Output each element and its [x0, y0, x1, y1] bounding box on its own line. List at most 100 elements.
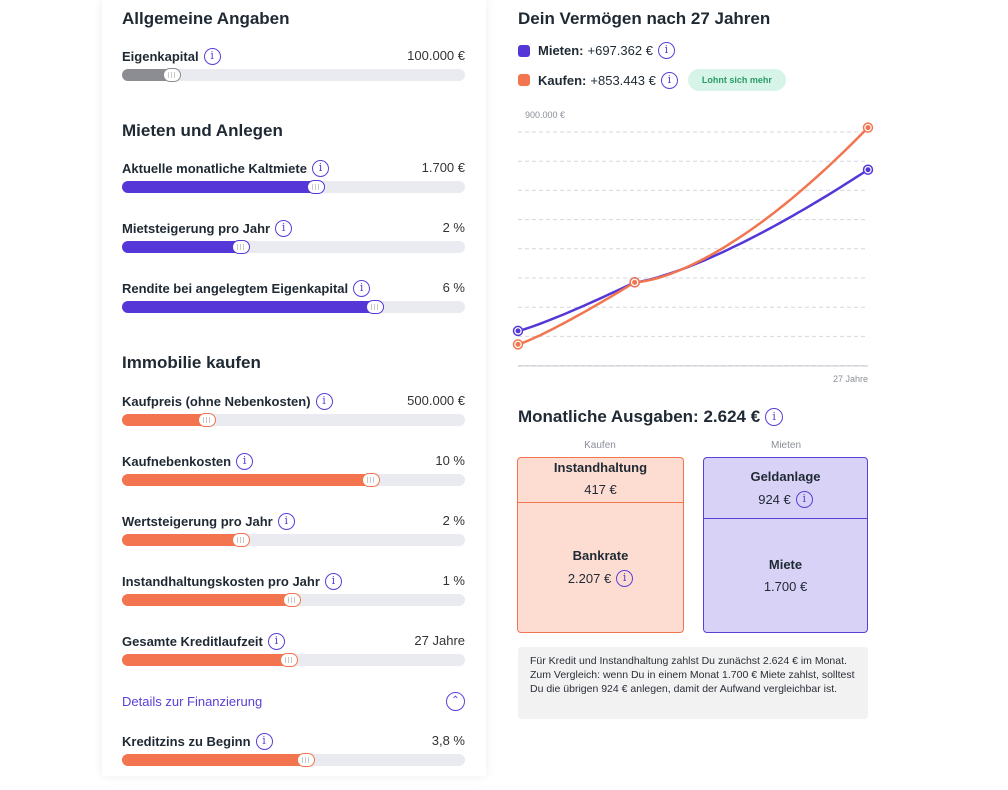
series-line-kaufen [517, 126, 869, 346]
slider-track[interactable] [122, 300, 465, 314]
slider-handle[interactable] [232, 240, 250, 254]
buy-column-header: Kaufen [584, 440, 616, 451]
info-icon[interactable]: i [275, 220, 293, 237]
chevron-up-icon[interactable]: ⌃ [446, 692, 465, 711]
slider-track[interactable] [122, 653, 465, 667]
segment-divider [704, 518, 867, 520]
section-title-rent: Mieten und Anlegen [122, 121, 283, 140]
section-title-buy: Immobilie kaufen [122, 353, 261, 372]
legend-rent-label: Mieten: [538, 43, 584, 58]
slider-handle[interactable] [232, 533, 250, 547]
slider-row: Mietsteigerung pro Jahr i 2 % [122, 220, 465, 260]
slider-fill [122, 594, 300, 606]
maintenance-value: 417 € [518, 482, 683, 497]
slider-track[interactable] [122, 240, 465, 254]
info-icon[interactable]: i [236, 453, 254, 470]
slider-label: Gesamte Kreditlaufzeit i [122, 633, 285, 650]
slider-label: Kaufnebenkosten i [122, 453, 254, 470]
slider-fill [122, 474, 379, 486]
info-icon[interactable]: i [277, 513, 295, 530]
info-icon[interactable]: i [795, 491, 813, 508]
slider-fill [122, 534, 249, 546]
wealth-title: Dein Vermögen nach 27 Jahren [518, 9, 771, 28]
bank-rate-value-text: 2.207 € [567, 571, 612, 586]
slider-label: Eigenkapital i [122, 48, 221, 65]
slider-track[interactable] [122, 473, 465, 487]
slider-handle[interactable] [366, 300, 384, 314]
slider-fill [122, 301, 383, 313]
slider-row: Kaufnebenkosten i 10 % [122, 453, 465, 493]
slider-label: Instandhaltungskosten pro Jahr i [122, 573, 342, 590]
info-icon[interactable]: i [311, 160, 329, 177]
rent-value: 1.700 € [704, 579, 867, 594]
slider-row: Aktuelle monatliche Kaltmiete i 1.700 € [122, 160, 465, 200]
legend-rent-value: +697.362 € [587, 43, 653, 58]
slider-value: 1.700 € [421, 160, 465, 175]
slider-track[interactable] [122, 68, 465, 82]
slider-row: Eigenkapital i 100.000 € [122, 48, 465, 88]
slider-fill [122, 654, 297, 666]
slider-label: Kreditzins zu Beginn i [122, 733, 273, 750]
slider-value: 100.000 € [407, 48, 465, 63]
info-icon[interactable]: i [765, 408, 784, 426]
slider-label-text: Gesamte Kreditlaufzeit [122, 634, 263, 649]
slider-track[interactable] [122, 180, 465, 194]
legend-buy-value: +853.443 € [590, 72, 656, 88]
bank-rate-segment: Bankrate 2.207 € i [518, 548, 683, 587]
slider-track[interactable] [122, 413, 465, 427]
section-title-general: Allgemeine Angaben [122, 9, 290, 28]
buy-expenses-box: Instandhaltung 417 € Bankrate 2.207 € i [517, 457, 684, 633]
slider-handle[interactable] [362, 473, 380, 487]
data-point-core [865, 167, 871, 173]
slider-track[interactable] [122, 593, 465, 607]
info-icon[interactable]: i [657, 42, 675, 59]
slider-handle[interactable] [283, 593, 301, 607]
data-point-core [515, 328, 521, 334]
rent-segment: Miete 1.700 € [704, 557, 867, 594]
legend-buy-label: Kaufen: [538, 72, 587, 88]
slider-handle[interactable] [307, 180, 325, 194]
data-point-core [515, 341, 521, 347]
info-icon[interactable]: i [255, 733, 273, 750]
slider-label-text: Instandhaltungskosten pro Jahr [122, 574, 320, 589]
slider-value: 10 % [435, 453, 465, 468]
slider-label-text: Eigenkapital [122, 49, 199, 64]
slider-label-text: Wertsteigerung pro Jahr [122, 514, 273, 529]
slider-handle[interactable] [198, 413, 216, 427]
slider-label-text: Kaufnebenkosten [122, 454, 232, 469]
info-icon[interactable]: i [203, 48, 221, 65]
x-tick-label: 27 Jahre [833, 374, 868, 384]
info-icon[interactable]: i [267, 633, 285, 650]
slider-row: Kreditzins zu Beginn i 3,8 % [122, 733, 465, 773]
expenses-title-text: Monatliche Ausgaben: 2.624 € [518, 407, 761, 426]
slider-track[interactable] [122, 533, 465, 547]
info-icon[interactable]: i [660, 71, 678, 89]
legend-rent: Mieten: +697.362 € i [518, 42, 675, 59]
slider-label: Rendite bei angelegtem Eigenkapital i [122, 280, 371, 297]
legend-buy: Kaufen: +853.443 € i Lohnt sich mehr [518, 69, 786, 91]
segment-divider [518, 502, 683, 504]
slider-handle[interactable] [280, 653, 298, 667]
slider-track[interactable] [122, 753, 465, 767]
info-icon[interactable]: i [324, 573, 342, 590]
info-icon[interactable]: i [616, 570, 634, 587]
info-icon[interactable]: i [353, 280, 371, 297]
details-financing-link[interactable]: Details zur Finanzierung [122, 694, 263, 709]
slider-row: Wertsteigerung pro Jahr i 2 % [122, 513, 465, 553]
slider-handle[interactable] [163, 68, 181, 82]
data-point-core [632, 279, 638, 285]
slider-fill [122, 414, 215, 426]
slider-value: 3,8 % [431, 733, 465, 748]
bank-rate-value: 2.207 € i [518, 570, 683, 587]
buy-swatch [518, 74, 530, 86]
expenses-title: Monatliche Ausgaben: 2.624 € i [518, 407, 784, 427]
slider-row: Gesamte Kreditlaufzeit i 27 Jahre [122, 633, 465, 673]
slider-value: 2 % [442, 220, 465, 235]
slider-fill [122, 181, 324, 193]
slider-label-text: Aktuelle monatliche Kaltmiete [122, 161, 307, 176]
slider-handle[interactable] [297, 753, 315, 767]
investment-value-text: 924 € [758, 492, 791, 507]
maintenance-label: Instandhaltung [553, 460, 648, 475]
info-icon[interactable]: i [315, 393, 333, 410]
slider-row: Instandhaltungskosten pro Jahr i 1 % [122, 573, 465, 613]
